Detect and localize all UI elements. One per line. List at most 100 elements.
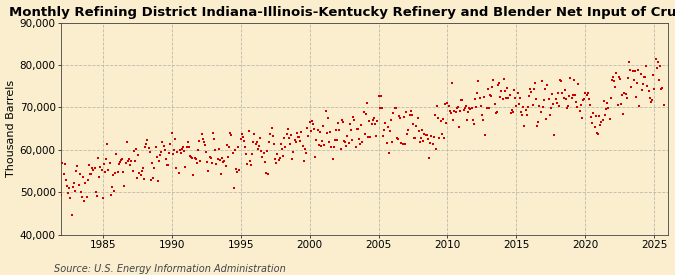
Point [338,120,348,125]
Point [323,116,333,120]
Point [149,166,160,170]
Point [379,128,389,132]
Point [275,141,286,146]
Point [154,159,165,163]
Point [158,144,169,148]
Point [537,104,548,109]
Point [500,89,510,93]
Text: Source: U.S. Energy Information Administration: Source: U.S. Energy Information Administ… [54,264,286,274]
Point [431,147,441,151]
Point [574,109,585,113]
Point [496,88,507,93]
Point [491,110,502,114]
Point [242,162,253,167]
Point [215,172,226,176]
Point [226,133,237,137]
Point [74,172,85,176]
Point [134,171,145,175]
Point [392,136,402,140]
Point [354,137,364,141]
Point [310,154,321,159]
Point [236,132,247,136]
Point [603,106,614,110]
Point [362,134,373,139]
Point [524,94,535,98]
Point [647,98,657,102]
Point [356,122,367,127]
Point [504,93,515,98]
Point [202,160,213,164]
Point [597,118,608,122]
Point [182,140,193,144]
Point [104,160,115,165]
Point [498,76,509,81]
Point [568,78,579,82]
Point [568,92,578,97]
Title: Monthly Refining District Indiana-Illinois-Kentucky Refinery and Blender Net Inp: Monthly Refining District Indiana-Illino… [9,6,675,18]
Point [122,140,132,144]
Point [79,198,90,203]
Point [529,87,539,92]
Point [172,150,183,154]
Point [99,162,109,166]
Point [421,133,432,138]
Point [641,64,651,68]
Point [483,87,493,91]
Point [612,103,623,107]
Point [551,100,562,105]
Point [227,151,238,155]
Point [473,79,484,84]
Point [343,141,354,145]
Point [633,67,644,72]
Point [302,126,313,131]
Point [495,95,506,99]
Point [105,193,116,197]
Point [594,113,605,118]
Point [328,144,339,149]
Point [107,173,118,177]
Point [285,142,296,147]
Point [497,97,508,102]
Point [602,101,613,106]
Point [213,146,224,151]
Point [624,60,634,65]
Point [239,139,250,143]
Point [454,125,464,129]
Point [532,124,543,128]
Point [408,122,418,127]
Point [235,137,246,141]
Point [563,104,574,108]
Point [161,157,171,161]
Point [210,148,221,152]
Point [286,133,296,138]
Point [402,132,412,136]
Point [65,196,76,200]
Point [248,140,259,145]
Point [179,148,190,153]
Point [215,158,225,162]
Point [367,118,378,122]
Point [377,106,387,111]
Point [156,150,167,154]
Point [186,154,196,159]
Point [372,119,383,123]
Point [246,151,257,156]
Point [66,213,77,217]
Point [645,100,656,104]
Point [655,64,666,68]
Point [87,166,98,170]
Point [645,96,655,101]
Point [347,138,358,142]
Point [70,189,80,193]
Point [554,104,564,108]
Point [448,118,458,123]
Point [374,106,385,110]
Point [506,111,516,116]
Point [629,69,640,73]
Point [639,75,649,80]
Point [257,155,268,160]
Point [319,143,330,147]
Point [619,90,630,95]
Point [455,109,466,114]
Point [580,90,591,95]
